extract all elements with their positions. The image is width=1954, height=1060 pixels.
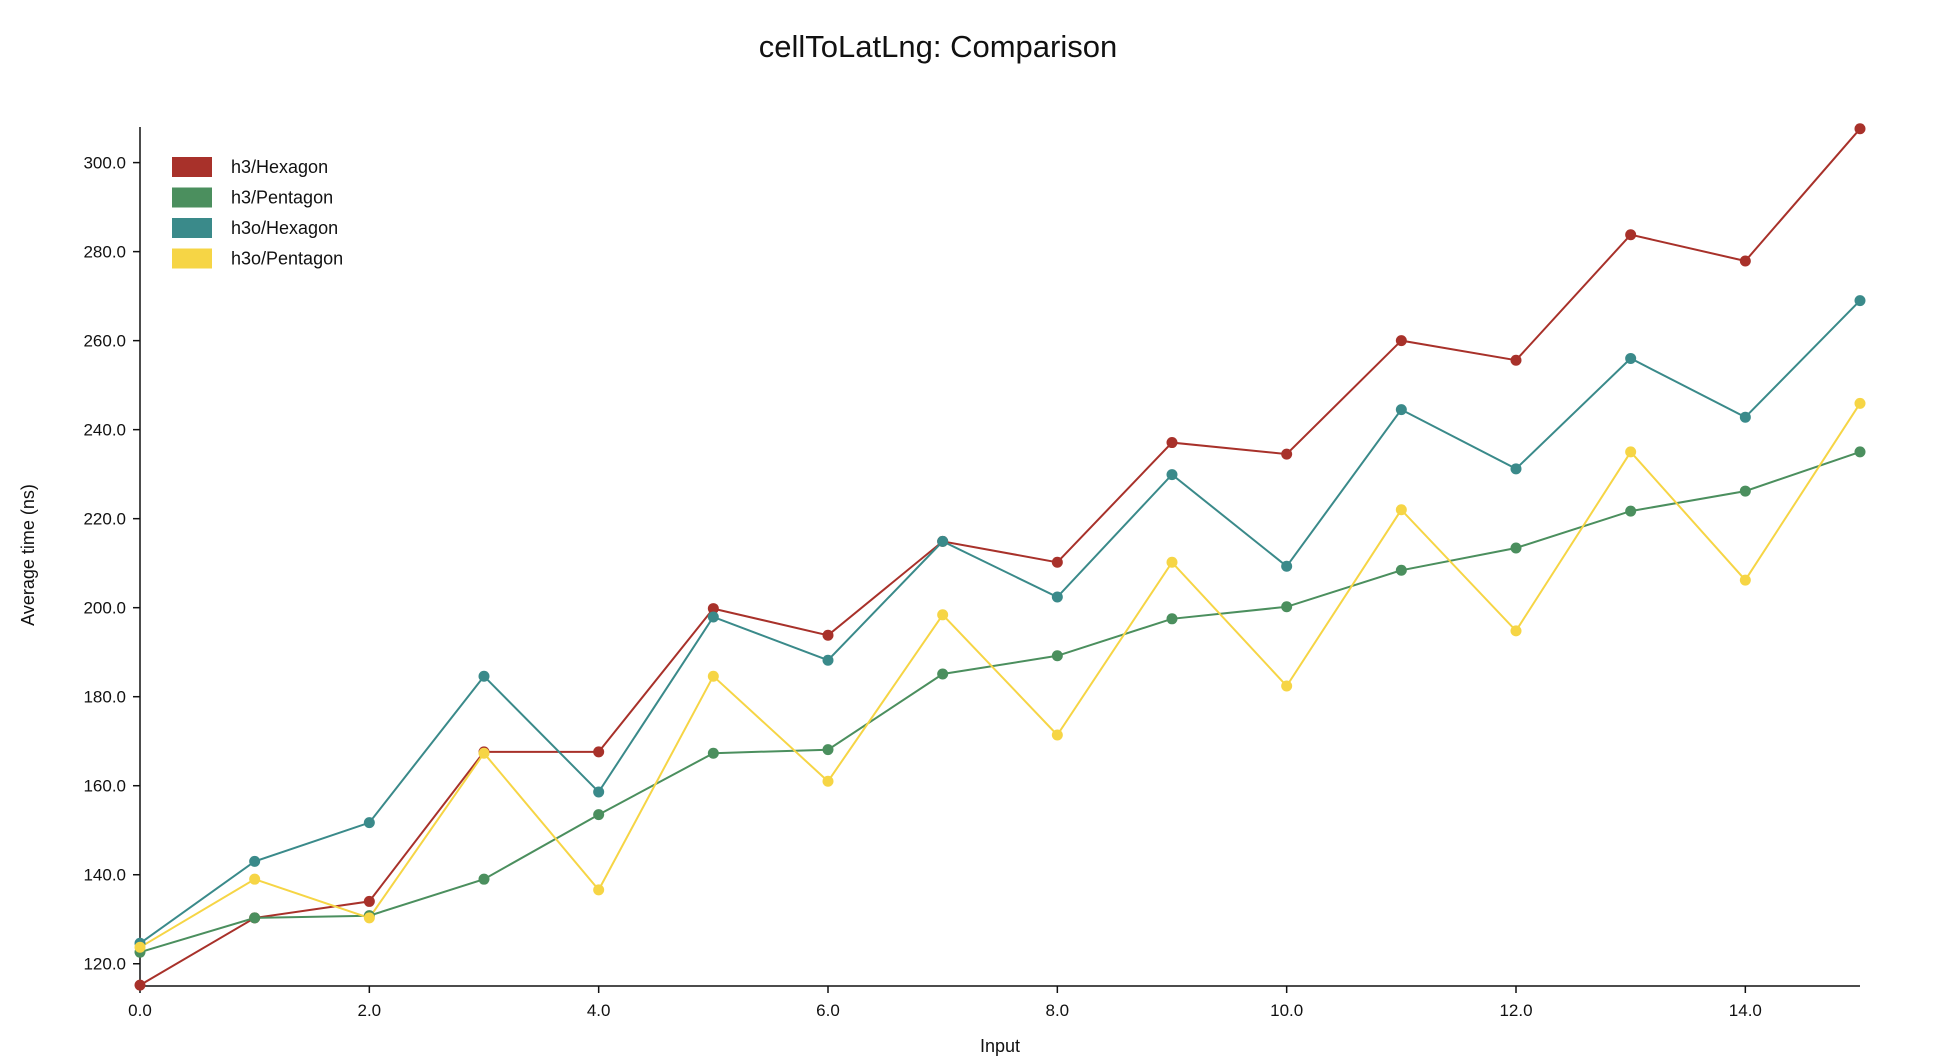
data-point [1281,448,1293,460]
legend-swatch [172,157,212,177]
data-point [363,912,375,924]
legend-swatch [172,187,212,208]
data-point [1510,463,1522,475]
data-point [1510,354,1522,366]
data-point [1166,613,1178,625]
data-point [1395,404,1407,416]
data-point [1510,625,1522,637]
data-point [937,535,949,547]
x-tick-label: 2.0 [358,1001,382,1020]
series-lines [139,128,1861,986]
data-point [822,629,834,641]
legend-label: h3o/Pentagon [231,249,343,269]
legend-label: h3o/Hexagon [231,218,338,238]
data-point [134,941,146,953]
y-axis-label: Average time (ns) [18,484,38,626]
x-tick-label: 12.0 [1499,1001,1532,1020]
data-point [1051,729,1063,741]
data-point [249,912,261,924]
data-point [822,744,834,756]
data-points [134,123,1866,991]
legend-label: h3/Hexagon [231,157,328,177]
data-point [1051,650,1063,662]
data-point [1739,411,1751,423]
series-line-h3o-hexagon [139,299,1861,945]
x-tick-label: 10.0 [1270,1001,1303,1020]
data-point [937,668,949,680]
x-axis-label: Input [980,1036,1020,1056]
y-tick-label: 260.0 [83,332,126,351]
legend-swatch [172,248,212,269]
y-tick-label: 280.0 [83,243,126,262]
data-point [1739,574,1751,586]
data-point [1051,591,1063,603]
y-tick-label: 220.0 [83,510,126,529]
x-tick-label: 6.0 [816,1001,840,1020]
data-point [707,603,719,615]
data-point [1625,352,1637,364]
data-point [1051,556,1063,568]
data-point [1625,505,1637,517]
series-line-h3-pentagon [139,450,1861,954]
data-point [1625,229,1637,241]
data-point [593,884,605,896]
axes: 0.0 2.0 4.0 6.0 8.0 10.0 12.0 14.0 120.0 140.0 160… [83,127,1860,1020]
y-tick-label: 180.0 [83,688,126,707]
data-point [707,611,719,623]
data-point [1395,335,1407,347]
data-point [1281,560,1293,572]
data-point [249,855,261,867]
x-tick-label: 8.0 [1046,1001,1070,1020]
data-point [707,747,719,759]
data-point [707,670,719,682]
data-point [1510,542,1522,554]
data-point [822,654,834,666]
data-point [363,895,375,907]
x-tick-label: 0.0 [128,1001,152,1020]
chart-title: cellToLatLng: Comparison [759,29,1117,64]
data-point [363,817,375,829]
data-point [1739,255,1751,267]
series-line-h3-hexagon [139,128,1861,986]
data-point [1395,504,1407,516]
x-tick-label: 4.0 [587,1001,611,1020]
data-point [1281,680,1293,692]
data-point [1854,446,1866,458]
data-point [593,786,605,798]
legend: h3/Hexagon h3/Pentagon h3o/Hexagon h3o/Pent… [172,157,343,269]
data-point [1739,485,1751,497]
data-point [478,873,490,885]
data-point [593,809,605,821]
data-point [1395,564,1407,576]
x-tick-label: 14.0 [1729,1001,1762,1020]
data-point [1281,601,1293,613]
data-point [1854,295,1866,307]
data-point [593,746,605,758]
data-point [1854,397,1866,409]
data-point [1166,556,1178,568]
data-point [478,747,490,759]
data-point [1854,123,1866,135]
y-tick-label: 160.0 [83,777,126,796]
data-point [1166,469,1178,481]
y-tick-label: 240.0 [83,421,126,440]
data-point [249,873,261,885]
y-tick-label: 120.0 [83,955,126,974]
data-point [937,609,949,621]
series-line-h3o-pentagon [139,402,1861,949]
y-tick-label: 140.0 [83,866,126,885]
data-point [822,775,834,787]
y-tick-label: 300.0 [83,154,126,173]
data-point [134,979,146,991]
data-point [1166,437,1178,449]
y-tick-label: 200.0 [83,599,126,618]
legend-label: h3/Pentagon [231,188,333,208]
data-point [478,670,490,682]
data-point [1625,446,1637,458]
legend-swatch [172,218,212,238]
